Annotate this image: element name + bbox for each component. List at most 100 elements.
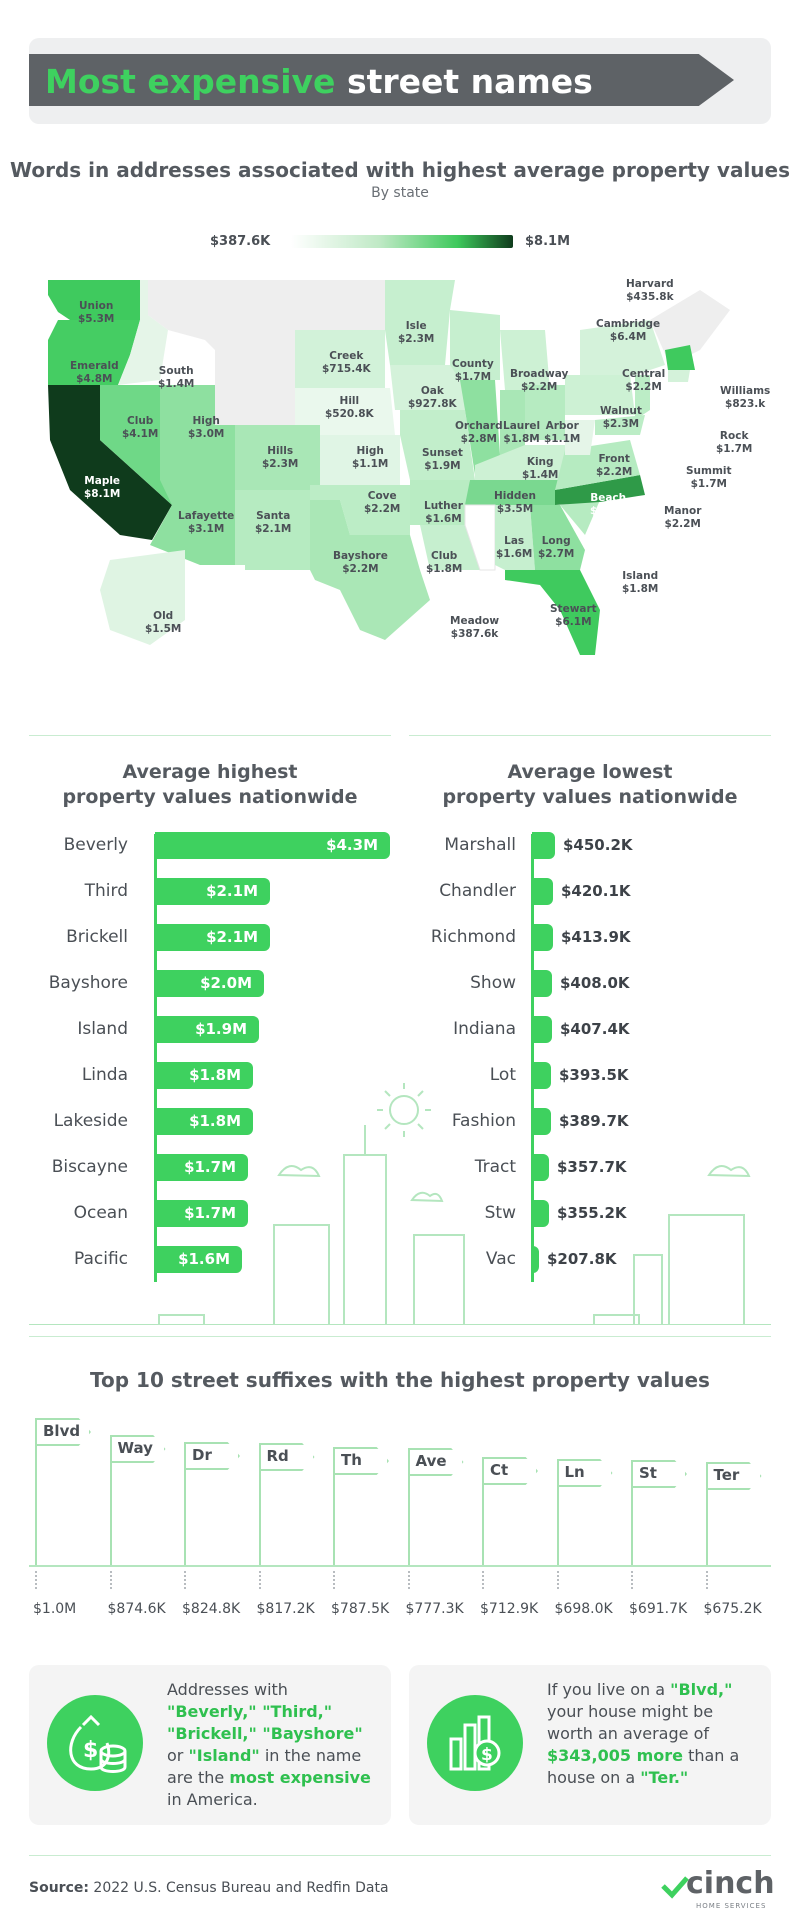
legend-min: $387.6K: [210, 234, 271, 249]
lowest-title: Average lowest property values nationwide: [442, 761, 738, 808]
flag-label: Ter: [713, 1466, 740, 1484]
state-md: [595, 415, 645, 435]
checkmark-icon: [661, 1876, 689, 1899]
state-sc: [560, 500, 600, 535]
map-label: Hidden $3.5M: [494, 490, 537, 515]
map-label: Stewart $6.1M: [550, 603, 597, 628]
flag-label: Ct: [490, 1461, 509, 1479]
category-label: Pacific: [73, 1249, 128, 1269]
flag-pole: [407, 1448, 410, 1565]
map-title: Words in addresses associated with highe…: [10, 158, 790, 182]
category-label: Show: [470, 973, 516, 993]
divider: [409, 735, 771, 736]
map-label: Cambridge $6.4M: [596, 318, 661, 343]
state-nm: [235, 490, 310, 570]
state-nv: [100, 385, 172, 505]
suffix-ground: [29, 1565, 771, 1567]
card-right-text: If you live on a "Blvd," your house migh…: [547, 1680, 740, 1787]
value-label: $407.4K: [560, 1020, 630, 1038]
category-label: Indiana: [453, 1019, 516, 1039]
brand-name: cinch: [686, 1866, 775, 1901]
flag: [705, 1462, 762, 1490]
category-label: Stw: [484, 1203, 516, 1223]
state-il: [460, 380, 500, 475]
tick-line: [407, 1571, 410, 1589]
card-left-text: Addresses with "Beverly," "Third," "Bric…: [167, 1680, 371, 1809]
flag-pole: [333, 1447, 335, 1565]
sun-icon: [389, 1095, 419, 1125]
map-label: Central $2.2M: [622, 368, 666, 393]
value-label: $389.7K: [559, 1112, 629, 1130]
flag-label: Dr: [192, 1446, 212, 1464]
bar: [532, 1246, 539, 1273]
state-ct: [668, 370, 690, 382]
flag-label: Ave: [415, 1452, 447, 1470]
map-label: Walnut $2.3M: [600, 405, 642, 430]
state-ma: [665, 345, 695, 370]
map-label: Hill $520.8K: [325, 395, 374, 420]
state-id: [118, 280, 168, 385]
bar: $1.7M: [155, 1154, 248, 1181]
cinch-logo[interactable]: cinch HOME SERVICES: [660, 1866, 775, 1914]
value-label: $691.7K: [629, 1601, 688, 1617]
category-label: Island: [77, 1019, 128, 1039]
map-label: Manor $2.2M: [664, 505, 702, 530]
state-ok: [310, 485, 410, 535]
map-label: Front $2.2M: [596, 453, 633, 478]
value-label: $2.0M: [200, 974, 252, 992]
tick-line: [333, 1571, 335, 1589]
category-label: Chandler: [439, 881, 516, 901]
state-pa: [565, 375, 635, 415]
category-label: Beverly: [63, 835, 128, 855]
chart-axis: [154, 834, 157, 1282]
state-ks: [320, 435, 400, 485]
bar: [532, 970, 552, 997]
value-label: $777.3K: [405, 1601, 464, 1617]
map-label: Long $2.7M: [538, 535, 575, 560]
value-label: $824.8K: [182, 1601, 241, 1617]
state-nd: [295, 280, 385, 330]
value-label: $712.9K: [480, 1601, 539, 1617]
map-label: Island $1.8M: [622, 570, 659, 595]
brand-subtitle: HOME SERVICES: [696, 1902, 767, 1910]
map-shapes: [48, 280, 730, 655]
state-mn: [385, 280, 455, 365]
map-label: Hills $2.3M: [262, 445, 299, 470]
flag: [109, 1435, 166, 1463]
state-wy: [215, 350, 295, 425]
map-label: Beach $5.6M: [590, 492, 627, 517]
category-label: Brickell: [66, 927, 128, 947]
flag-label: Th: [341, 1451, 362, 1469]
value-label: $355.2K: [557, 1204, 627, 1222]
tick-line: [184, 1571, 186, 1589]
map-label: Santa $2.1M: [255, 510, 292, 535]
map-label: Old $1.5M: [145, 610, 182, 635]
state-ar: [410, 480, 470, 525]
map-label: County $1.7M: [452, 358, 494, 383]
flag: [631, 1460, 687, 1488]
map-label: Cove $2.2M: [364, 490, 401, 515]
flag: [184, 1442, 240, 1470]
tick-line: [35, 1571, 37, 1589]
state-fl: [505, 570, 600, 655]
map-label: Sunset $1.9M: [422, 447, 463, 472]
map-label: Club $4.1M: [122, 415, 159, 440]
state-oh: [525, 385, 565, 440]
map-label: Lafayette $3.1M: [178, 510, 235, 535]
legend-max: $8.1M: [525, 234, 571, 249]
value-label: $698.0K: [554, 1601, 613, 1617]
tick-line: [109, 1571, 112, 1589]
chart-axis: [531, 834, 534, 1282]
value-label: $1.9M: [195, 1020, 247, 1038]
map-label: Meadow $387.6k: [450, 615, 500, 640]
svg-text:$: $: [83, 1738, 98, 1763]
map-label: Bayshore $2.2M: [333, 550, 388, 575]
flag: [333, 1447, 389, 1475]
legend-gradient: [291, 235, 513, 248]
lowest-chart: Marshall $450.2K Chandler $420.1K Richmond $4…: [400, 830, 800, 1290]
bar: $1.8M: [155, 1108, 253, 1135]
map-label: Isle $2.3M: [398, 320, 435, 345]
state-wa: [48, 280, 140, 320]
state-in: [500, 390, 525, 455]
tick-line: [556, 1571, 559, 1589]
